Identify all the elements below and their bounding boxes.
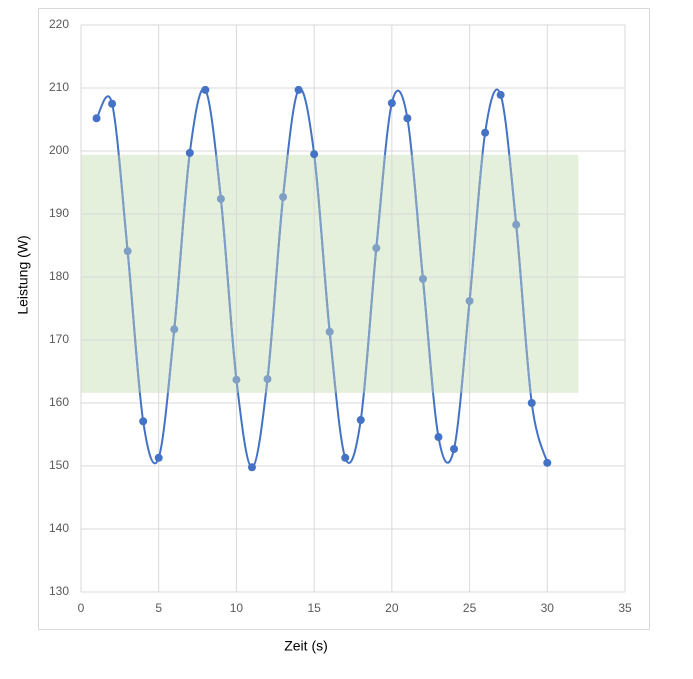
y-axis-title: Leistung (W): [15, 235, 31, 314]
x-tick-label: 5: [155, 601, 162, 615]
data-point: [154, 453, 163, 462]
data-point: [325, 327, 334, 336]
data-point: [372, 244, 381, 253]
data-point: [403, 114, 412, 123]
data-point: [465, 296, 474, 305]
y-tick-label: 200: [49, 143, 69, 157]
data-point: [496, 90, 505, 99]
data-point: [216, 194, 225, 203]
y-tick-label: 160: [49, 395, 69, 409]
y-tick-label: 150: [49, 458, 69, 472]
x-tick-label: 0: [78, 601, 85, 615]
data-point: [527, 399, 536, 407]
y-tick-label: 170: [49, 332, 69, 346]
y-tick-label: 130: [49, 584, 69, 598]
y-tick-label: 140: [49, 521, 69, 535]
data-point: [279, 192, 288, 201]
y-tick-label: 210: [49, 80, 69, 94]
target-band: [81, 154, 579, 393]
data-point: [450, 444, 459, 453]
data-point: [263, 375, 272, 384]
data-point: [387, 99, 396, 108]
data-point: [170, 325, 179, 334]
data-point: [108, 99, 117, 108]
data-point: [434, 433, 443, 442]
data-point: [185, 148, 194, 157]
x-tick-label: 25: [463, 601, 477, 615]
data-point: [92, 114, 101, 123]
data-point: [247, 463, 256, 472]
data-point: [512, 220, 521, 229]
x-axis-title: Zeit (s): [284, 638, 328, 654]
data-point: [356, 416, 365, 425]
x-tick-label: 20: [385, 601, 399, 615]
x-tick-label: 30: [541, 601, 555, 615]
data-point: [481, 128, 490, 137]
data-point: [123, 247, 132, 256]
data-point: [543, 458, 552, 467]
y-tick-label: 220: [49, 17, 69, 31]
x-tick-label: 10: [230, 601, 244, 615]
y-tick-label: 190: [49, 206, 69, 220]
data-point: [310, 150, 319, 159]
data-point: [341, 453, 350, 462]
data-point: [201, 85, 210, 94]
y-tick-label: 180: [49, 269, 69, 283]
data-point: [139, 417, 148, 426]
x-tick-label: 35: [618, 601, 632, 615]
data-point: [232, 375, 241, 384]
x-tick-label: 15: [307, 601, 321, 615]
data-point: [294, 85, 303, 94]
data-point: [418, 274, 427, 283]
